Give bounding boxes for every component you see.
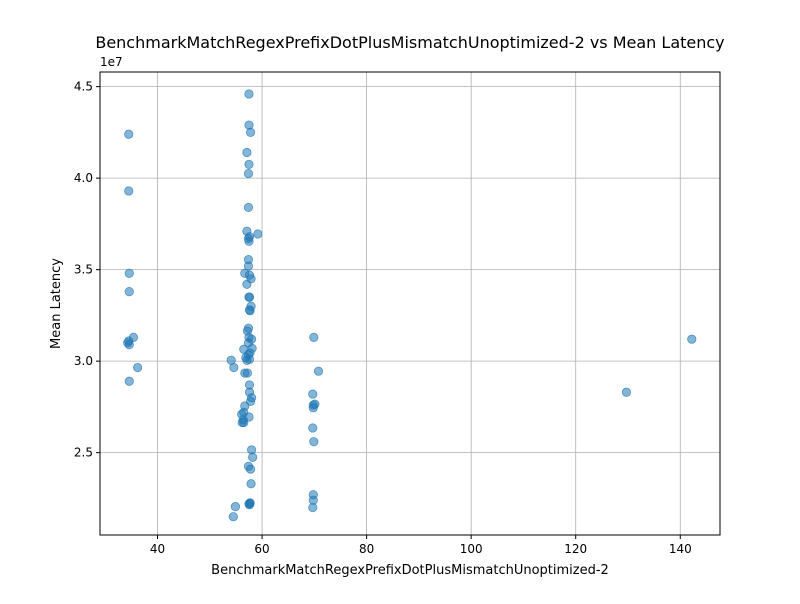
scatter-point [309, 332, 319, 342]
scatter-point [687, 334, 697, 344]
scatter-point [242, 355, 252, 365]
scatter-point [243, 261, 254, 271]
scatter-point [124, 340, 134, 350]
scatter-point [308, 403, 318, 413]
y-tick-label: 2.5 [74, 446, 93, 460]
scatter-point [230, 502, 240, 512]
y-tick-label: 3.0 [74, 354, 93, 368]
x-tick-label: 40 [150, 542, 165, 556]
scatter-point [621, 387, 632, 397]
x-tick-label: 120 [564, 542, 587, 556]
scatter-point [242, 279, 252, 289]
scatter-point [246, 479, 256, 489]
chart-title: BenchmarkMatchRegexPrefixDotPlusMismatch… [95, 33, 724, 52]
scatter-point [308, 502, 318, 513]
scatter-point [244, 159, 254, 170]
scatter-point [240, 368, 250, 378]
plot-area-frame [99, 71, 721, 536]
x-tick-label: 140 [669, 542, 692, 556]
scatter-point [238, 415, 248, 425]
scatter-point [253, 229, 263, 239]
y-tick-label: 4.5 [74, 80, 93, 94]
scatter-point [313, 366, 324, 376]
x-tick-label: 100 [460, 542, 483, 556]
x-tick-label: 80 [359, 542, 374, 556]
y-axis-offset-label: 1e7 [100, 55, 123, 69]
axis-ticks: 40 60 80 100 120 140 2.5 3.0 3.5 4.0 4.5 [74, 80, 692, 556]
scatter-point [124, 129, 134, 139]
gridlines [100, 72, 720, 535]
scatter-point [308, 389, 318, 399]
scatter-point [246, 301, 256, 311]
scatter-point [244, 89, 254, 99]
scatter-point [245, 127, 256, 137]
y-axis-label: Mean Latency [49, 258, 64, 349]
scatter-point [133, 362, 143, 373]
scatter-point [124, 287, 134, 297]
scatter-point [124, 186, 134, 196]
scatter-point [248, 452, 258, 462]
scatter-point [242, 147, 252, 158]
scatter-point [243, 202, 254, 213]
scatter-point [228, 512, 238, 522]
x-tick-label: 60 [254, 542, 269, 556]
scatter-point [124, 268, 134, 278]
scatter-point [309, 437, 319, 447]
scatter-point [243, 168, 254, 179]
scatter-point [229, 362, 239, 373]
scatter-point [244, 292, 255, 302]
scatter-point [128, 332, 139, 342]
data-points [123, 89, 697, 522]
scatter-point [245, 464, 256, 474]
scatter-point [308, 423, 318, 433]
scatter-point [244, 236, 254, 246]
scatter-point [245, 498, 255, 508]
scatter-point [124, 376, 134, 386]
x-axis-label: BenchmarkMatchRegexPrefixDotPlusMismatch… [211, 563, 609, 578]
y-tick-label: 4.0 [74, 171, 93, 185]
y-tick-label: 3.5 [74, 263, 93, 277]
